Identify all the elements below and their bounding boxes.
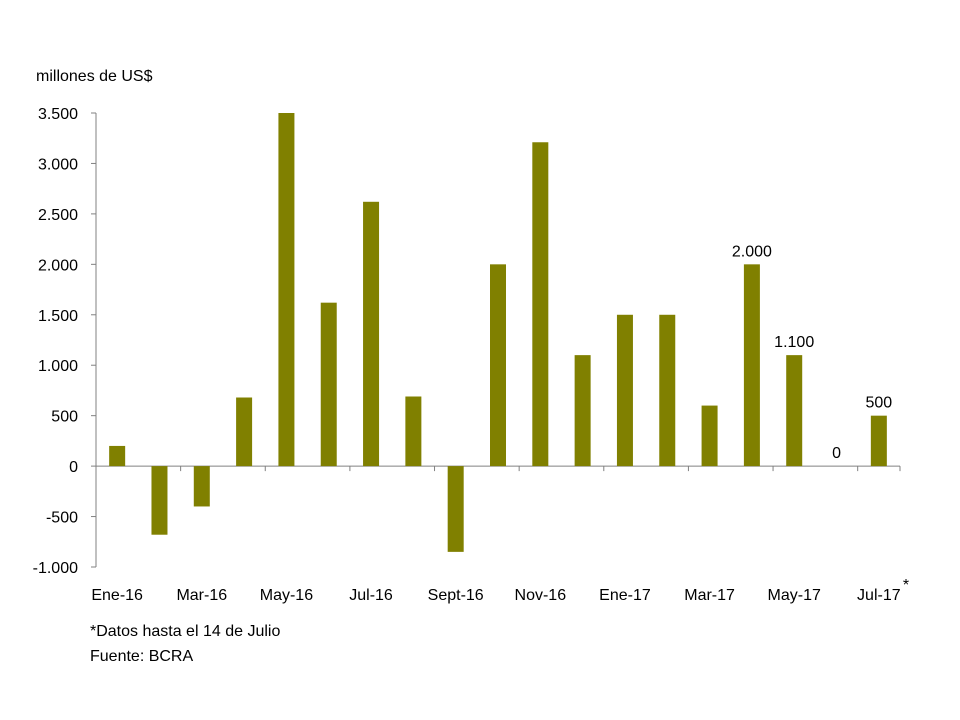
x-tick-label: Mar-16 [176, 587, 227, 604]
labels-layer: 3.500 3.000 2.500 2.000 1.500 1.000 500 0 -500 -1… [33, 106, 909, 604]
y-tick-label: 3.000 [38, 156, 78, 173]
bar-sept-16 [447, 466, 464, 552]
bar-ene-16 [109, 445, 126, 467]
x-tick-label: Ene-17 [599, 587, 651, 604]
data-label: 500 [865, 395, 892, 412]
bar-dic-16 [574, 355, 591, 467]
x-tick-label: Jul-16 [349, 587, 393, 604]
bar-may-16 [278, 113, 295, 467]
bar-abr-17 [743, 264, 760, 467]
bar-mar-16 [193, 466, 210, 507]
y-tick-label: 1.500 [38, 308, 78, 325]
x-tick-label: Sept-16 [428, 587, 484, 604]
bars-layer [109, 113, 887, 552]
x-tick-label: May-16 [260, 587, 313, 604]
data-label: 1.100 [774, 334, 814, 351]
y-tick-label: -500 [46, 510, 78, 527]
x-tick-label: Jul-17 [857, 587, 901, 604]
y-tick-label: 2.500 [38, 207, 78, 224]
x-tick-label: Ene-16 [91, 587, 143, 604]
y-tick-label: 2.000 [38, 257, 78, 274]
x-tick-label: Mar-17 [684, 587, 735, 604]
bar-mar-17 [701, 405, 718, 467]
bar-feb-17 [659, 314, 676, 467]
bar-abr-16 [236, 397, 253, 467]
x-tick-label: May-17 [768, 587, 821, 604]
bar-feb-16 [151, 466, 168, 535]
bar-nov-16 [532, 142, 549, 467]
footnote-source: Fuente: BCRA [90, 648, 194, 665]
y-tick-label: -1.000 [33, 560, 78, 577]
bar-jul-17 [870, 415, 887, 467]
y-tick-label: 500 [51, 409, 78, 426]
bar-jun-16 [320, 302, 337, 467]
data-label: 2.000 [732, 243, 772, 260]
y-tick-label: 1.000 [38, 358, 78, 375]
bar-oct-16 [490, 264, 506, 467]
x-tick-label: Nov-16 [515, 587, 567, 604]
y-tick-label: 3.500 [38, 106, 78, 123]
y-axis-title: millones de US$ [36, 68, 153, 85]
y-tick-label: 0 [69, 459, 78, 476]
data-label: 0 [832, 445, 841, 462]
bar-jul-16 [363, 201, 380, 467]
bar-ene-17 [616, 314, 633, 467]
bar-may-17 [786, 355, 803, 467]
bar-ago-16 [405, 396, 422, 467]
footnote-data-date: *Datos hasta el 14 de Julio [90, 623, 281, 640]
x-tick-asterisk: * [903, 577, 909, 594]
